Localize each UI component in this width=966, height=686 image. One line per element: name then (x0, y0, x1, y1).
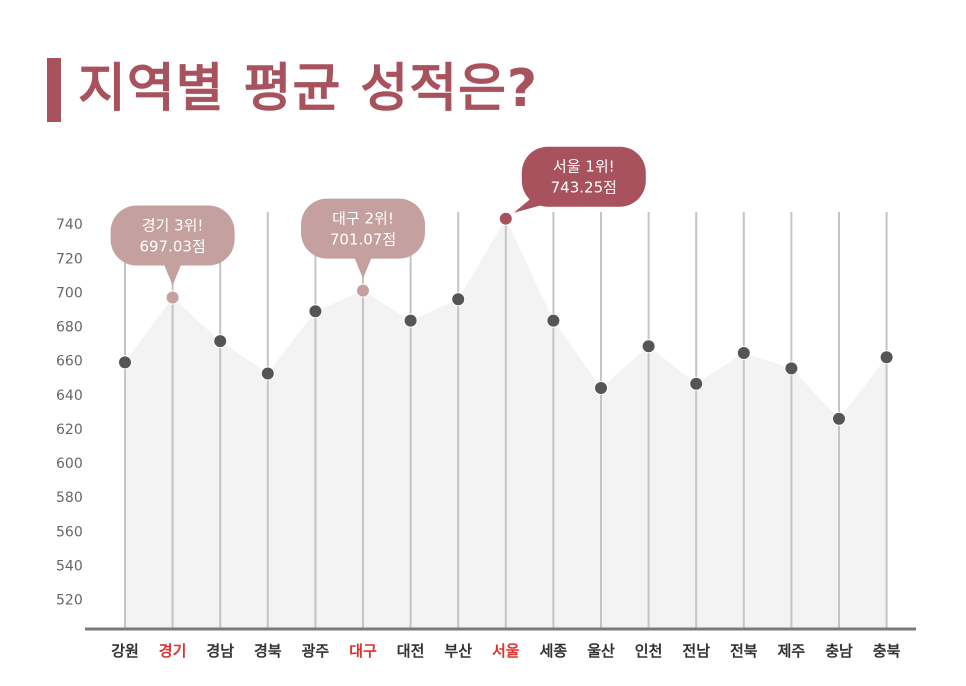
y-tick-label: 660 (56, 354, 83, 370)
x-category-label: 경기 (159, 642, 187, 660)
callout-bubble (110, 205, 235, 266)
y-tick-label: 620 (56, 422, 83, 438)
y-tick-label: 700 (56, 285, 83, 301)
data-point (403, 313, 418, 328)
data-point (165, 290, 180, 305)
data-point (546, 313, 561, 328)
y-tick-label: 740 (56, 217, 83, 233)
x-category-label: 대구 (349, 642, 377, 660)
callout-score-text: 701.07점 (330, 231, 396, 249)
y-tick-label: 640 (56, 388, 83, 404)
y-tick-label: 540 (56, 558, 83, 574)
callout-tail (513, 192, 558, 213)
x-category-label: 충북 (873, 642, 901, 660)
data-point (356, 283, 370, 298)
x-category-label: 제주 (778, 642, 806, 660)
y-tick-label: 580 (56, 490, 83, 506)
y-tick-label: 720 (56, 251, 83, 267)
callout-bubble (521, 146, 646, 207)
callout-score-text: 743.25점 (551, 179, 617, 197)
callout-bubble (301, 198, 425, 259)
x-category-label: 인천 (635, 642, 663, 660)
x-category-label: 전북 (730, 642, 758, 660)
data-point (213, 334, 228, 349)
data-point (308, 304, 323, 319)
data-point (689, 376, 704, 391)
x-category-label: 대전 (397, 642, 425, 660)
x-category-label: 세종 (540, 642, 568, 660)
data-point (118, 355, 132, 370)
x-category-label: 부산 (444, 642, 472, 660)
x-category-label: 광주 (302, 642, 330, 660)
data-point (784, 361, 799, 376)
x-category-label: 경남 (206, 642, 234, 660)
x-category-label: 경북 (254, 642, 282, 660)
data-point (594, 381, 608, 395)
data-point (451, 292, 466, 307)
callout-rank-text: 서울 1위! (553, 158, 615, 176)
data-point (736, 346, 751, 361)
callout-rank-text: 경기 3위! (142, 217, 204, 235)
callout-score-text: 697.03점 (139, 238, 205, 256)
callout-tail (354, 256, 372, 279)
y-tick-label: 600 (56, 456, 83, 472)
y-tick-label: 520 (56, 593, 83, 609)
x-category-label: 전남 (682, 642, 710, 660)
x-category-label: 울산 (587, 642, 615, 660)
title-accent-bar (47, 58, 61, 122)
x-category-label: 충남 (825, 642, 853, 660)
data-point (498, 211, 513, 226)
callout-tail (163, 263, 182, 286)
data-point (641, 339, 656, 354)
y-tick-label: 560 (56, 524, 83, 540)
page-title: 지역별 평균 성적은? (78, 59, 539, 119)
data-point (879, 350, 894, 365)
data-point (832, 411, 846, 426)
y-tick-label: 680 (56, 320, 83, 336)
x-category-label: 서울 (492, 642, 520, 660)
data-point (260, 366, 275, 381)
x-category-label: 강원 (111, 642, 139, 660)
callout-rank-text: 대구 2위! (332, 210, 394, 228)
